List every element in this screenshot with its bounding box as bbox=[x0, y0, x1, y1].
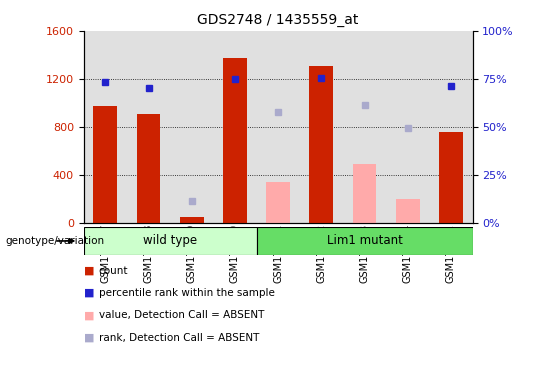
Text: value, Detection Call = ABSENT: value, Detection Call = ABSENT bbox=[99, 310, 264, 320]
Bar bbox=[256, 227, 472, 255]
Text: ■: ■ bbox=[84, 288, 94, 298]
Text: Lim1 mutant: Lim1 mutant bbox=[327, 235, 402, 247]
Bar bbox=[84, 227, 256, 255]
Bar bbox=[309, 66, 333, 223]
Bar bbox=[396, 199, 420, 223]
Bar bbox=[266, 182, 290, 223]
Bar bbox=[353, 164, 376, 223]
Text: genotype/variation: genotype/variation bbox=[5, 236, 105, 246]
Bar bbox=[93, 106, 117, 223]
Text: ■: ■ bbox=[84, 266, 94, 276]
Text: wild type: wild type bbox=[143, 235, 197, 247]
Text: count: count bbox=[99, 266, 129, 276]
Bar bbox=[180, 217, 204, 223]
Bar bbox=[439, 131, 463, 223]
Text: ■: ■ bbox=[84, 310, 94, 320]
Bar bbox=[223, 58, 247, 223]
Title: GDS2748 / 1435559_at: GDS2748 / 1435559_at bbox=[198, 13, 359, 27]
Bar bbox=[137, 114, 160, 223]
Text: percentile rank within the sample: percentile rank within the sample bbox=[99, 288, 275, 298]
Text: ■: ■ bbox=[84, 333, 94, 343]
Text: rank, Detection Call = ABSENT: rank, Detection Call = ABSENT bbox=[99, 333, 259, 343]
